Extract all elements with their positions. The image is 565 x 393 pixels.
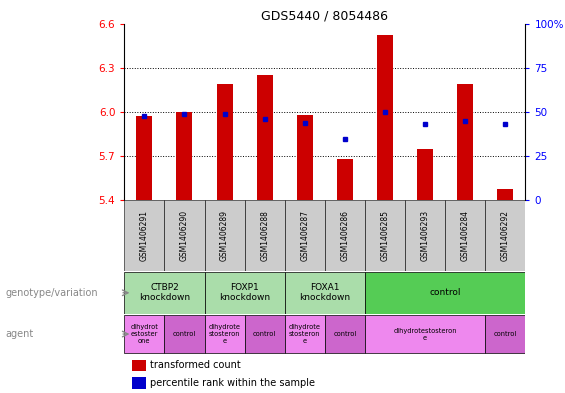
FancyBboxPatch shape <box>285 200 325 271</box>
Text: dihydrot
estoster
one: dihydrot estoster one <box>131 324 158 344</box>
Text: CTBP2
knockdown: CTBP2 knockdown <box>139 283 190 303</box>
Text: control: control <box>173 331 196 337</box>
Text: genotype/variation: genotype/variation <box>6 288 98 298</box>
FancyBboxPatch shape <box>485 200 525 271</box>
FancyBboxPatch shape <box>365 315 485 353</box>
FancyBboxPatch shape <box>124 272 205 314</box>
Text: percentile rank within the sample: percentile rank within the sample <box>150 378 315 388</box>
Text: GSM1406284: GSM1406284 <box>461 210 470 261</box>
Text: GSM1406285: GSM1406285 <box>381 210 389 261</box>
Bar <box>136 116 153 200</box>
Text: agent: agent <box>6 329 34 339</box>
FancyBboxPatch shape <box>405 200 445 271</box>
FancyBboxPatch shape <box>164 200 205 271</box>
FancyBboxPatch shape <box>365 272 525 314</box>
Text: GSM1406290: GSM1406290 <box>180 210 189 261</box>
FancyBboxPatch shape <box>205 272 285 314</box>
Text: control: control <box>333 331 357 337</box>
Text: dihydrotestosteron
e: dihydrotestosteron e <box>393 327 457 341</box>
FancyBboxPatch shape <box>365 200 405 271</box>
Text: GSM1406288: GSM1406288 <box>260 210 269 261</box>
FancyBboxPatch shape <box>205 200 245 271</box>
Bar <box>297 115 313 200</box>
FancyBboxPatch shape <box>325 315 365 353</box>
Text: control: control <box>253 331 276 337</box>
FancyBboxPatch shape <box>124 200 164 271</box>
FancyBboxPatch shape <box>124 315 164 353</box>
Bar <box>257 75 273 200</box>
FancyBboxPatch shape <box>164 315 205 353</box>
Bar <box>417 149 433 200</box>
Text: GSM1406287: GSM1406287 <box>301 210 309 261</box>
FancyBboxPatch shape <box>325 200 365 271</box>
FancyBboxPatch shape <box>445 200 485 271</box>
Text: transformed count: transformed count <box>150 360 241 371</box>
Text: GSM1406293: GSM1406293 <box>421 210 429 261</box>
Text: control: control <box>429 288 461 297</box>
Text: GSM1406292: GSM1406292 <box>501 210 510 261</box>
FancyBboxPatch shape <box>205 315 245 353</box>
Bar <box>497 189 514 200</box>
FancyBboxPatch shape <box>285 315 325 353</box>
Bar <box>337 159 353 200</box>
Bar <box>457 84 473 200</box>
FancyBboxPatch shape <box>245 200 285 271</box>
FancyBboxPatch shape <box>285 272 365 314</box>
FancyBboxPatch shape <box>485 315 525 353</box>
Text: control: control <box>494 331 517 337</box>
Text: GSM1406286: GSM1406286 <box>341 210 349 261</box>
Text: dihydrote
stosteron
e: dihydrote stosteron e <box>289 324 321 344</box>
Bar <box>132 360 146 371</box>
Bar <box>132 377 146 389</box>
Bar <box>216 84 233 200</box>
FancyBboxPatch shape <box>245 315 285 353</box>
Text: FOXA1
knockdown: FOXA1 knockdown <box>299 283 350 303</box>
Bar <box>377 35 393 200</box>
Title: GDS5440 / 8054486: GDS5440 / 8054486 <box>262 9 388 22</box>
Text: dihydrote
stosteron
e: dihydrote stosteron e <box>208 324 241 344</box>
Bar <box>176 112 193 200</box>
Text: GSM1406291: GSM1406291 <box>140 210 149 261</box>
Text: GSM1406289: GSM1406289 <box>220 210 229 261</box>
Text: FOXP1
knockdown: FOXP1 knockdown <box>219 283 270 303</box>
